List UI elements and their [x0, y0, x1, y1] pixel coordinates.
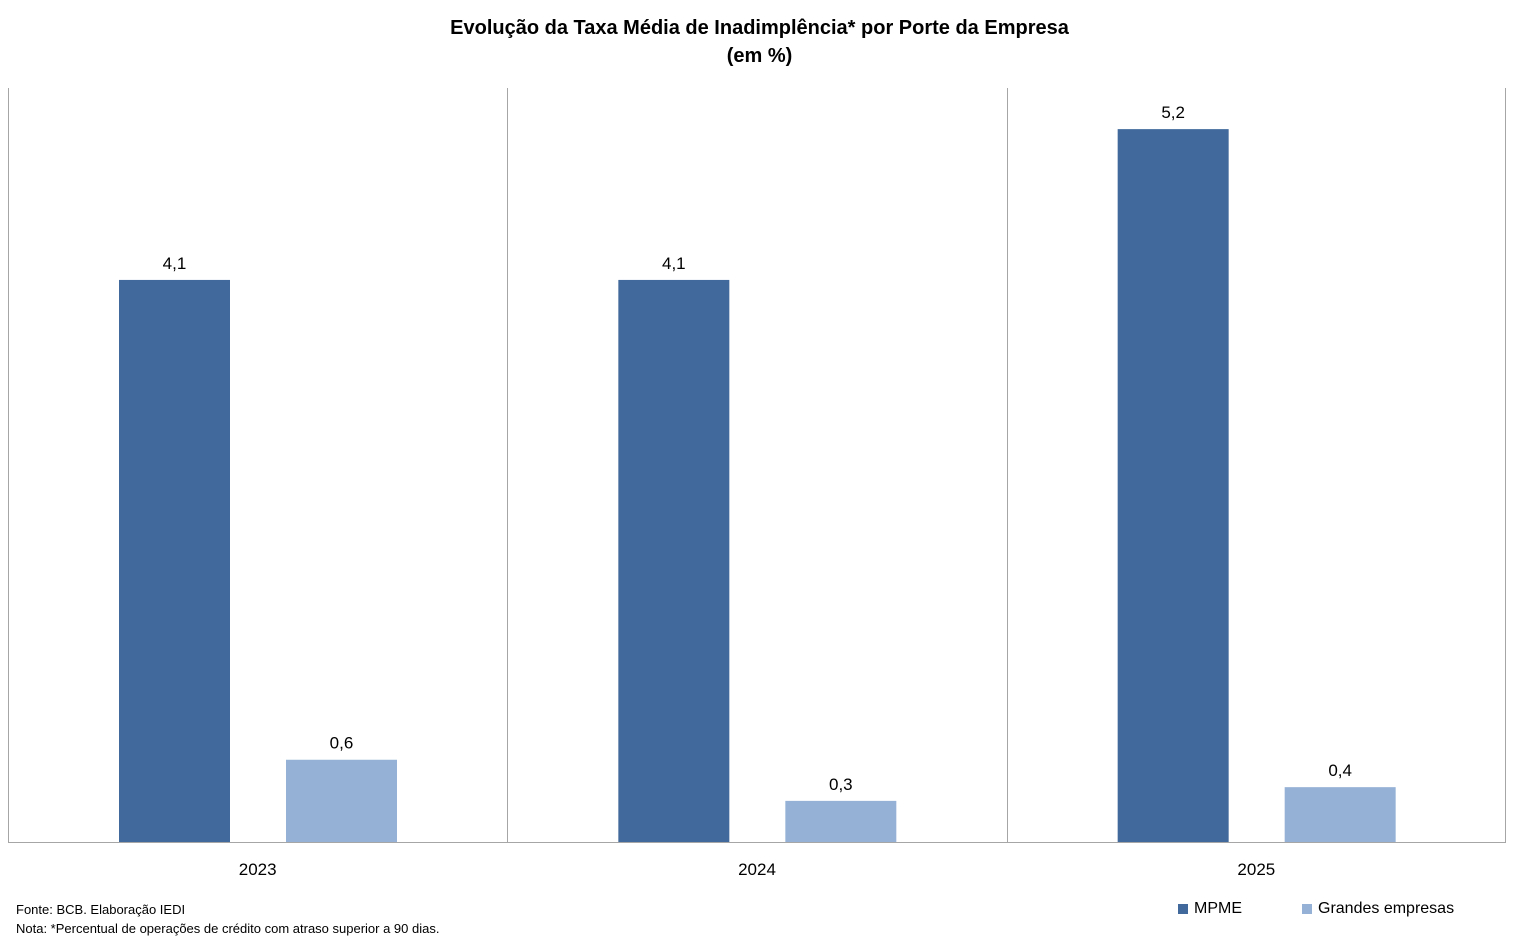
- legend-label-grandes-empresas: Grandes empresas: [1318, 900, 1455, 917]
- x-tick-label: 2024: [738, 860, 776, 879]
- chart-title-block: Evolução da Taxa Média de Inadimplência*…: [0, 14, 1519, 70]
- chart-title: Evolução da Taxa Média de Inadimplência*…: [450, 17, 1069, 39]
- data-label: 0,3: [829, 775, 853, 794]
- legend-label-mpme: MPME: [1194, 900, 1242, 917]
- bar-mpme: [119, 279, 230, 843]
- legend-swatch-grandes-empresas: [1302, 904, 1312, 914]
- data-label: 0,6: [330, 734, 354, 753]
- x-tick-label: 2023: [239, 860, 277, 879]
- bar-chart: 2023 4,1 0,6 2024 4,1 0,3 2025 5,2 0,4: [8, 88, 1506, 879]
- footnote: Nota: *Percentual de operações de crédit…: [16, 921, 440, 936]
- legend-item-mpme: MPME: [1178, 900, 1242, 918]
- data-label: 0,4: [1328, 761, 1352, 780]
- bar-mpme: [1117, 129, 1229, 843]
- bar-grandes-empresas: [785, 800, 897, 842]
- chart-legend: MPME Grandes empresas: [1178, 900, 1454, 918]
- data-label: 4,1: [163, 254, 187, 273]
- bar-grandes-empresas: [1284, 787, 1396, 842]
- data-label: 5,2: [1161, 103, 1185, 122]
- source-note: Fonte: BCB. Elaboração IEDI: [16, 902, 186, 917]
- legend-item-grandes-empresas: Grandes empresas: [1302, 900, 1454, 918]
- legend-swatch-mpme: [1178, 904, 1188, 914]
- chart-subtitle: (em %): [726, 45, 793, 67]
- x-tick-label: 2025: [1237, 860, 1275, 879]
- data-label: 4,1: [662, 254, 686, 273]
- bar-mpme: [618, 279, 730, 843]
- bar-grandes-empresas: [286, 759, 397, 842]
